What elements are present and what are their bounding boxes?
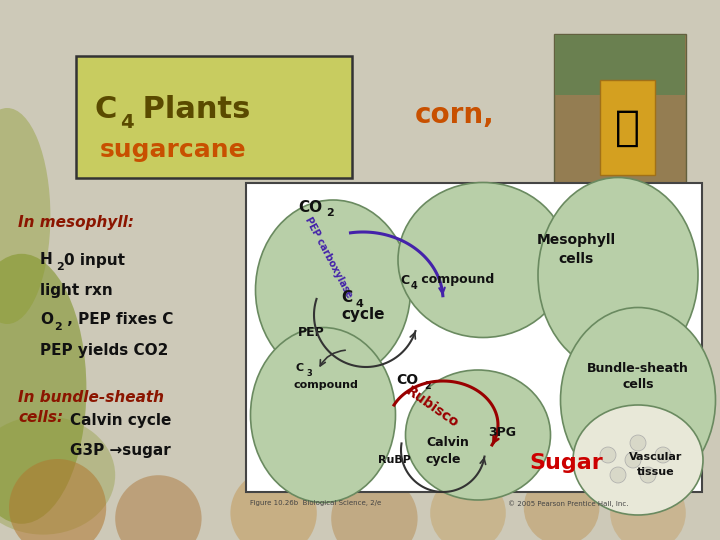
Text: © 2005 Pearson Prentice Hall, Inc.: © 2005 Pearson Prentice Hall, Inc. bbox=[508, 500, 629, 507]
Text: Bundle-sheath: Bundle-sheath bbox=[587, 361, 689, 375]
Text: PEP yields CO2: PEP yields CO2 bbox=[40, 342, 168, 357]
Text: , PEP fixes C: , PEP fixes C bbox=[62, 313, 174, 327]
Text: Plants: Plants bbox=[132, 96, 251, 125]
Circle shape bbox=[655, 447, 671, 463]
Text: G3P →sugar: G3P →sugar bbox=[70, 442, 171, 457]
Text: CO: CO bbox=[396, 373, 418, 387]
Text: cells:: cells: bbox=[18, 410, 63, 426]
Text: RuBP: RuBP bbox=[378, 455, 411, 465]
Circle shape bbox=[630, 435, 646, 451]
Circle shape bbox=[640, 467, 656, 483]
Ellipse shape bbox=[538, 178, 698, 373]
Text: C: C bbox=[400, 273, 409, 287]
Text: Figure 10.26b  Biological Science, 2/e: Figure 10.26b Biological Science, 2/e bbox=[250, 500, 382, 506]
Ellipse shape bbox=[0, 254, 86, 524]
FancyBboxPatch shape bbox=[246, 183, 702, 492]
Text: cells: cells bbox=[559, 252, 593, 266]
Text: 4: 4 bbox=[355, 299, 363, 309]
Text: In mesophyll:: In mesophyll: bbox=[18, 214, 134, 230]
Text: H: H bbox=[40, 253, 53, 267]
Circle shape bbox=[331, 475, 418, 540]
Text: cycle: cycle bbox=[341, 307, 384, 322]
Text: Calvin: Calvin bbox=[426, 436, 469, 449]
Text: Mesophyll: Mesophyll bbox=[536, 233, 616, 247]
Circle shape bbox=[610, 467, 626, 483]
Ellipse shape bbox=[251, 327, 395, 503]
Text: Calvin cycle: Calvin cycle bbox=[70, 413, 171, 428]
Circle shape bbox=[611, 475, 685, 540]
Text: C: C bbox=[341, 289, 352, 305]
Text: corn,: corn, bbox=[415, 101, 495, 129]
Text: C: C bbox=[95, 96, 117, 125]
Text: 2: 2 bbox=[424, 381, 431, 391]
Circle shape bbox=[115, 475, 202, 540]
Text: cells: cells bbox=[622, 379, 654, 392]
Circle shape bbox=[9, 459, 107, 540]
Circle shape bbox=[625, 452, 641, 468]
Text: O: O bbox=[40, 313, 53, 327]
FancyBboxPatch shape bbox=[554, 34, 686, 186]
Text: compound: compound bbox=[293, 380, 358, 390]
Text: 2: 2 bbox=[54, 322, 62, 332]
Text: PEP: PEP bbox=[298, 327, 325, 340]
Text: Vascular: Vascular bbox=[629, 452, 683, 462]
Text: 2: 2 bbox=[326, 208, 334, 218]
Text: 4: 4 bbox=[411, 281, 418, 291]
Text: 2: 2 bbox=[56, 262, 64, 272]
FancyBboxPatch shape bbox=[76, 56, 352, 178]
Ellipse shape bbox=[398, 183, 568, 338]
Text: 3: 3 bbox=[306, 369, 312, 379]
Text: CO: CO bbox=[298, 199, 322, 214]
Text: 3PG: 3PG bbox=[488, 427, 516, 440]
Text: C: C bbox=[296, 363, 304, 373]
Text: 4: 4 bbox=[120, 112, 134, 132]
Text: 0 input: 0 input bbox=[64, 253, 125, 267]
Text: 🌽: 🌽 bbox=[614, 107, 639, 149]
Text: Rubisco: Rubisco bbox=[403, 384, 462, 430]
Text: Sugar: Sugar bbox=[529, 453, 603, 473]
Ellipse shape bbox=[256, 200, 410, 380]
Ellipse shape bbox=[405, 370, 551, 500]
FancyBboxPatch shape bbox=[600, 80, 655, 175]
Text: cycle: cycle bbox=[426, 453, 462, 465]
Text: sugarcane: sugarcane bbox=[100, 138, 247, 162]
Text: light rxn: light rxn bbox=[40, 282, 113, 298]
Text: In bundle-sheath: In bundle-sheath bbox=[18, 390, 164, 406]
Text: PEP carboxylase: PEP carboxylase bbox=[303, 215, 354, 299]
Ellipse shape bbox=[0, 108, 50, 324]
Circle shape bbox=[230, 470, 317, 540]
Ellipse shape bbox=[0, 416, 115, 535]
Ellipse shape bbox=[560, 307, 716, 492]
Circle shape bbox=[600, 447, 616, 463]
Text: compound: compound bbox=[417, 273, 494, 287]
Text: tissue: tissue bbox=[637, 467, 675, 477]
Circle shape bbox=[524, 470, 599, 540]
FancyBboxPatch shape bbox=[555, 35, 685, 95]
Circle shape bbox=[431, 475, 505, 540]
Ellipse shape bbox=[573, 405, 703, 515]
